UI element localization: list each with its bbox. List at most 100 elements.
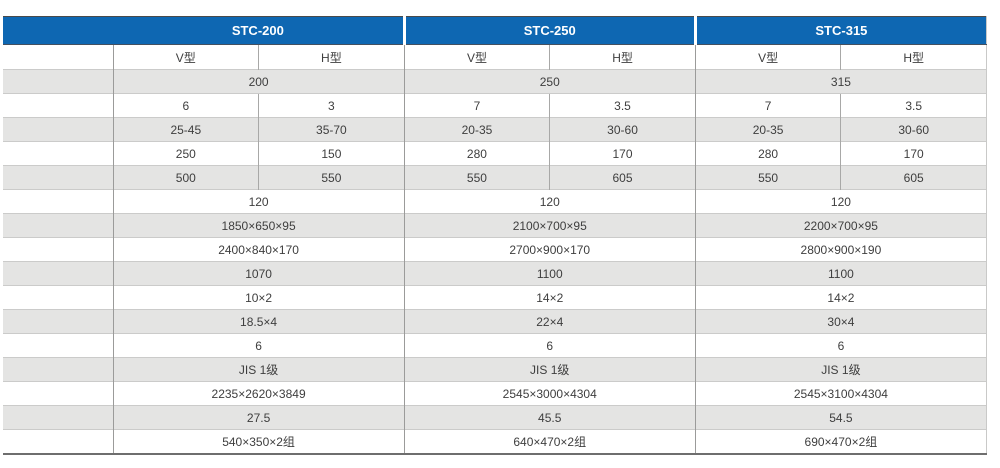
product-spec-table: STC-200 STC-250 STC-315 V型 H型 V型 H型 V型 H… [3, 16, 988, 455]
cell: 2800×900×190 [694, 237, 988, 262]
row-label-cell [3, 69, 113, 94]
cell: 550 [403, 165, 550, 190]
stc315-v-type-header: V型 [694, 44, 841, 70]
cell: 1100 [403, 261, 696, 286]
cell: 2545×3100×4304 [694, 381, 988, 406]
cell: 14×2 [694, 285, 988, 310]
row-label-cell [3, 285, 113, 310]
row-label-cell [3, 405, 113, 430]
cell: 200 [112, 69, 405, 94]
cell: 280 [403, 141, 550, 166]
cell: 550 [258, 165, 405, 190]
cell: 14×2 [403, 285, 696, 310]
cell: 18.5×4 [112, 309, 405, 334]
row-label-cell [3, 213, 113, 238]
cell: 10×2 [112, 285, 405, 310]
row-label-cell [3, 141, 113, 166]
table-row: 18.5×4 22×4 30×4 [3, 309, 988, 334]
table-row: 2400×840×170 2700×900×170 2800×900×190 [3, 237, 988, 262]
cell: 150 [258, 141, 405, 166]
table-row: 2235×2620×3849 2545×3000×4304 2545×3100×… [3, 381, 988, 406]
cell: 2200×700×95 [694, 213, 988, 238]
row-label-cell [3, 237, 113, 262]
stc250-h-type-header: H型 [549, 44, 696, 70]
cell: 250 [112, 141, 259, 166]
cell: 7 [694, 93, 841, 118]
header-empty-cell [3, 16, 113, 45]
cell: 250 [403, 69, 696, 94]
cell: 22×4 [403, 309, 696, 334]
row-label-cell [3, 117, 113, 142]
cell: 690×470×2组 [694, 429, 988, 455]
table-row: 1850×650×95 2100×700×95 2200×700×95 [3, 213, 988, 238]
table-row: 200 250 315 [3, 69, 988, 94]
cell: 640×470×2组 [403, 429, 696, 455]
cell: 500 [112, 165, 259, 190]
row-label-cell [3, 381, 113, 406]
cell: 3.5 [549, 93, 696, 118]
cell: 7 [403, 93, 550, 118]
cell: 54.5 [694, 405, 988, 430]
cell: 30×4 [694, 309, 988, 334]
row-label-cell [3, 429, 113, 455]
cell: 120 [403, 189, 696, 214]
row-label-cell [3, 44, 113, 70]
type-header-row: V型 H型 V型 H型 V型 H型 [3, 44, 987, 70]
cell: JIS 1级 [112, 357, 405, 382]
cell: 605 [840, 165, 987, 190]
model-header-stc200: STC-200 [113, 16, 405, 45]
row-label-cell [3, 261, 113, 286]
cell: 6 [403, 333, 696, 358]
cell: 30-60 [840, 117, 987, 142]
cell: 605 [549, 165, 696, 190]
cell: 2100×700×95 [403, 213, 696, 238]
cell: 25-45 [112, 117, 259, 142]
cell: 30-60 [549, 117, 696, 142]
cell: 45.5 [403, 405, 696, 430]
row-label-cell [3, 357, 113, 382]
cell: JIS 1级 [403, 357, 696, 382]
stc250-v-type-header: V型 [403, 44, 550, 70]
cell: 2400×840×170 [112, 237, 405, 262]
cell: 20-35 [403, 117, 550, 142]
table-row: 10×2 14×2 14×2 [3, 285, 988, 310]
cell: 170 [549, 141, 696, 166]
table-row: 6 6 6 [3, 333, 988, 358]
stc315-h-type-header: H型 [840, 44, 987, 70]
row-label-cell [3, 165, 113, 190]
table-row: 27.5 45.5 54.5 [3, 405, 988, 430]
model-header-stc315: STC-315 [693, 16, 988, 45]
cell: 120 [694, 189, 988, 214]
cell: 1070 [112, 261, 405, 286]
cell: 170 [840, 141, 987, 166]
cell: 6 [694, 333, 988, 358]
model-header-row: STC-200 STC-250 STC-315 [3, 16, 988, 45]
cell: 1100 [694, 261, 988, 286]
stc200-h-type-header: H型 [258, 44, 405, 70]
cell: 280 [694, 141, 841, 166]
table-row: 1070 1100 1100 [3, 261, 988, 286]
table-row: 120 120 120 [3, 189, 988, 214]
table-row: 6 3 7 3.5 7 3.5 [3, 93, 987, 118]
cell: 3 [258, 93, 405, 118]
cell: 120 [112, 189, 405, 214]
table-row: JIS 1级 JIS 1级 JIS 1级 [3, 357, 988, 382]
row-label-cell [3, 93, 113, 118]
cell: 550 [694, 165, 841, 190]
cell: 1850×650×95 [112, 213, 405, 238]
cell: 2235×2620×3849 [112, 381, 405, 406]
cell: 35-70 [258, 117, 405, 142]
cell: 2545×3000×4304 [403, 381, 696, 406]
table-row: 25-45 35-70 20-35 30-60 20-35 30-60 [3, 117, 987, 142]
row-label-cell [3, 309, 113, 334]
cell: 27.5 [112, 405, 405, 430]
cell: 3.5 [840, 93, 987, 118]
model-header-stc250: STC-250 [402, 16, 696, 45]
table-row: 500 550 550 605 550 605 [3, 165, 987, 190]
row-label-cell [3, 189, 113, 214]
cell: 20-35 [694, 117, 841, 142]
row-label-cell [3, 333, 113, 358]
cell: JIS 1级 [694, 357, 988, 382]
cell: 2700×900×170 [403, 237, 696, 262]
